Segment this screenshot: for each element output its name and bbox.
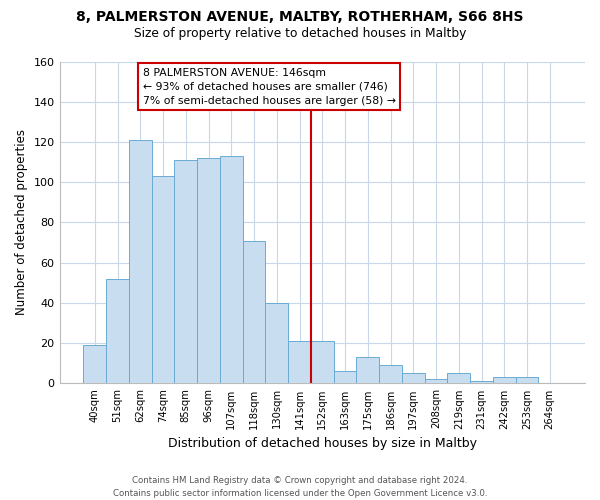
Bar [334, 372, 356, 384]
Bar [425, 380, 448, 384]
Bar [83, 345, 106, 384]
Text: Size of property relative to detached houses in Maltby: Size of property relative to detached ho… [134, 28, 466, 40]
Bar [515, 378, 538, 384]
Bar [402, 374, 425, 384]
Bar [288, 341, 311, 384]
Bar [265, 303, 288, 384]
Bar [175, 160, 197, 384]
Bar [311, 341, 334, 384]
Bar [152, 176, 175, 384]
X-axis label: Distribution of detached houses by size in Maltby: Distribution of detached houses by size … [168, 437, 477, 450]
Bar [106, 279, 129, 384]
Bar [470, 382, 493, 384]
Bar [220, 156, 242, 384]
Bar [356, 358, 379, 384]
Bar [197, 158, 220, 384]
Y-axis label: Number of detached properties: Number of detached properties [15, 130, 28, 316]
Bar [129, 140, 152, 384]
Bar [448, 374, 470, 384]
Text: Contains HM Land Registry data © Crown copyright and database right 2024.
Contai: Contains HM Land Registry data © Crown c… [113, 476, 487, 498]
Bar [242, 240, 265, 384]
Text: 8 PALMERSTON AVENUE: 146sqm
← 93% of detached houses are smaller (746)
7% of sem: 8 PALMERSTON AVENUE: 146sqm ← 93% of det… [143, 68, 395, 106]
Bar [379, 366, 402, 384]
Text: 8, PALMERSTON AVENUE, MALTBY, ROTHERHAM, S66 8HS: 8, PALMERSTON AVENUE, MALTBY, ROTHERHAM,… [76, 10, 524, 24]
Bar [493, 378, 515, 384]
